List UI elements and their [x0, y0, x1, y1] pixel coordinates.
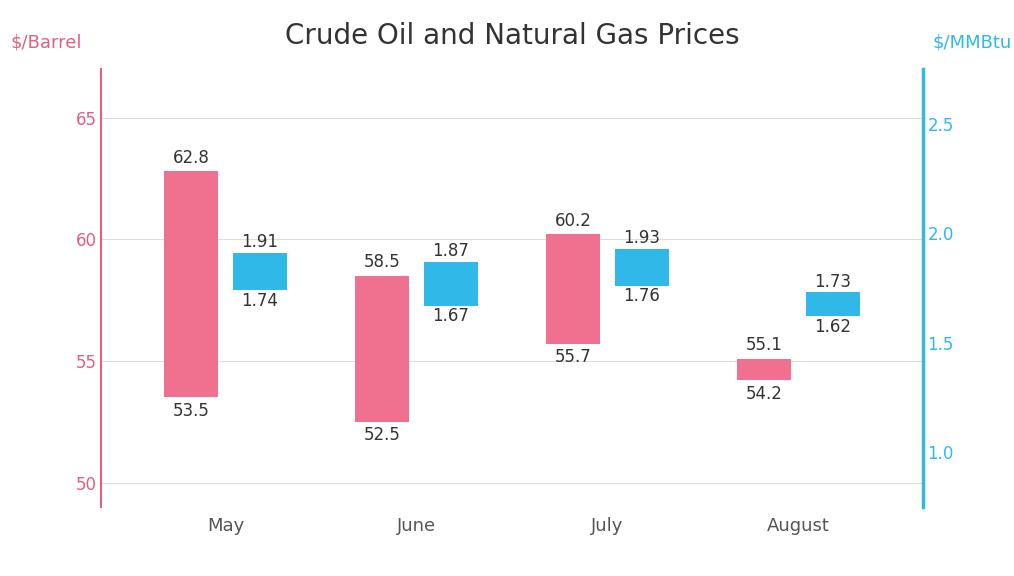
- Text: 1.67: 1.67: [433, 307, 469, 325]
- Text: 60.2: 60.2: [555, 212, 591, 230]
- Text: 55.1: 55.1: [745, 336, 783, 354]
- Bar: [615, 249, 668, 286]
- Text: 53.5: 53.5: [172, 402, 210, 420]
- Text: 1.62: 1.62: [814, 318, 852, 336]
- Text: 52.5: 52.5: [364, 426, 401, 444]
- Text: 62.8: 62.8: [172, 149, 210, 167]
- Text: $/Barrel: $/Barrel: [10, 34, 82, 52]
- Text: 1.87: 1.87: [433, 242, 469, 260]
- Text: 1.76: 1.76: [624, 287, 660, 305]
- Bar: [547, 234, 600, 344]
- Bar: [424, 262, 478, 305]
- Text: 1.73: 1.73: [814, 273, 852, 291]
- Text: 55.7: 55.7: [555, 348, 591, 366]
- Text: $/MMBtu: $/MMBtu: [933, 34, 1012, 52]
- Text: 1.91: 1.91: [241, 233, 279, 252]
- Bar: [806, 293, 860, 316]
- Text: 58.5: 58.5: [364, 253, 401, 271]
- Bar: [356, 276, 409, 422]
- Bar: [233, 253, 287, 290]
- Bar: [737, 358, 791, 380]
- Text: 54.2: 54.2: [745, 385, 783, 403]
- Text: 1.93: 1.93: [624, 229, 660, 247]
- Text: 1.74: 1.74: [241, 291, 279, 310]
- Title: Crude Oil and Natural Gas Prices: Crude Oil and Natural Gas Prices: [285, 22, 739, 50]
- Bar: [164, 171, 218, 397]
